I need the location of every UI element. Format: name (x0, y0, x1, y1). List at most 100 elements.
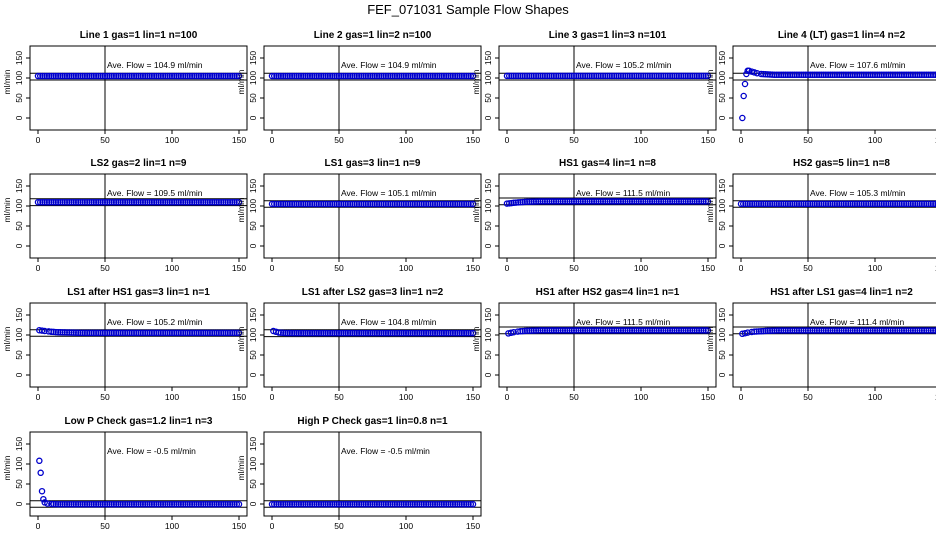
data-point (402, 200, 410, 208)
data-point (371, 200, 378, 208)
data-point (795, 200, 803, 208)
data-point (418, 329, 425, 337)
data-point (442, 72, 450, 80)
data-point (335, 329, 343, 337)
data-point (844, 200, 852, 208)
data-point (932, 200, 936, 208)
data-point (741, 329, 749, 337)
data-point (302, 200, 309, 208)
data-point (141, 198, 149, 206)
data-point (48, 198, 55, 206)
data-point (233, 500, 241, 508)
data-point (235, 500, 243, 508)
data-point (226, 329, 234, 337)
chart-panel: Line 4 (LT) gas=1 lin=4 n=2 0 50 100 150 0 50 1… (705, 30, 936, 145)
data-point (86, 72, 93, 80)
data-point (880, 327, 888, 334)
data-point (878, 71, 885, 79)
data-point (813, 327, 821, 334)
data-point (313, 72, 320, 80)
data-point (54, 500, 62, 508)
data-point (420, 329, 428, 337)
data-point (202, 72, 209, 80)
data-point (188, 329, 196, 337)
chart-title: Line 1 gas=1 lin=1 n=100 (80, 30, 198, 41)
data-point (148, 198, 156, 206)
data-point (568, 198, 576, 205)
ave-flow-annotation: Ave. Flow = 107.6 ml/min (810, 60, 906, 70)
data-point (907, 200, 914, 208)
x-tick-label: 150 (935, 392, 936, 402)
data-point (59, 72, 66, 80)
data-point (337, 500, 345, 508)
data-point (593, 327, 600, 334)
data-point (315, 329, 323, 337)
data-point (463, 200, 470, 208)
data-point (74, 198, 82, 206)
data-point (606, 327, 613, 334)
data-point (387, 500, 394, 508)
data-point (235, 198, 243, 206)
data-point (579, 72, 587, 80)
data-point (204, 329, 211, 337)
data-point (581, 72, 589, 80)
data-point (806, 200, 814, 208)
data-point (284, 200, 291, 208)
data-point (157, 329, 165, 337)
data-point (402, 500, 410, 508)
data-point (434, 200, 441, 208)
data-point (351, 200, 358, 208)
data-point (469, 329, 477, 337)
chart-title: HS1 after LS1 gas=4 lin=1 n=2 (770, 287, 913, 298)
data-point (311, 200, 318, 208)
data-point (891, 200, 899, 208)
data-point (648, 327, 656, 334)
data-point (451, 500, 459, 508)
data-point (179, 198, 187, 206)
data-point (891, 71, 899, 79)
data-series (503, 198, 712, 207)
data-point (195, 329, 203, 337)
data-point (141, 72, 149, 80)
data-point (110, 72, 118, 80)
data-point (431, 500, 439, 508)
data-point (831, 71, 839, 79)
data-point (117, 198, 124, 206)
data-point (103, 198, 111, 206)
data-point (103, 329, 111, 337)
data-point (920, 200, 928, 208)
data-point (86, 329, 93, 337)
data-point (541, 198, 549, 205)
data-point (70, 329, 77, 336)
data-point (206, 329, 214, 337)
data-point (393, 72, 401, 80)
data-point (124, 198, 131, 206)
data-point (416, 200, 423, 208)
chart-title: HS1 after HS2 gas=4 lin=1 n=1 (536, 287, 680, 298)
data-point (275, 329, 282, 336)
data-point (564, 327, 571, 334)
data-point (809, 71, 816, 79)
data-point (144, 72, 151, 80)
data-point (88, 198, 95, 206)
x-tick-label: 50 (569, 135, 579, 145)
data-point (79, 72, 86, 80)
data-point (322, 329, 329, 337)
data-point (168, 72, 176, 80)
data-point (175, 198, 182, 206)
data-point (224, 198, 232, 206)
data-point (36, 457, 43, 465)
x-tick-label: 50 (803, 392, 813, 402)
data-point (306, 500, 314, 508)
data-point (162, 198, 169, 206)
data-point (519, 198, 526, 206)
data-point (557, 72, 564, 80)
data-point (302, 72, 309, 80)
data-point (572, 198, 580, 205)
data-point (277, 72, 285, 80)
data-point (297, 329, 305, 337)
data-point (204, 72, 211, 80)
data-point (409, 72, 416, 80)
data-point (847, 200, 854, 208)
data-point (753, 200, 760, 208)
